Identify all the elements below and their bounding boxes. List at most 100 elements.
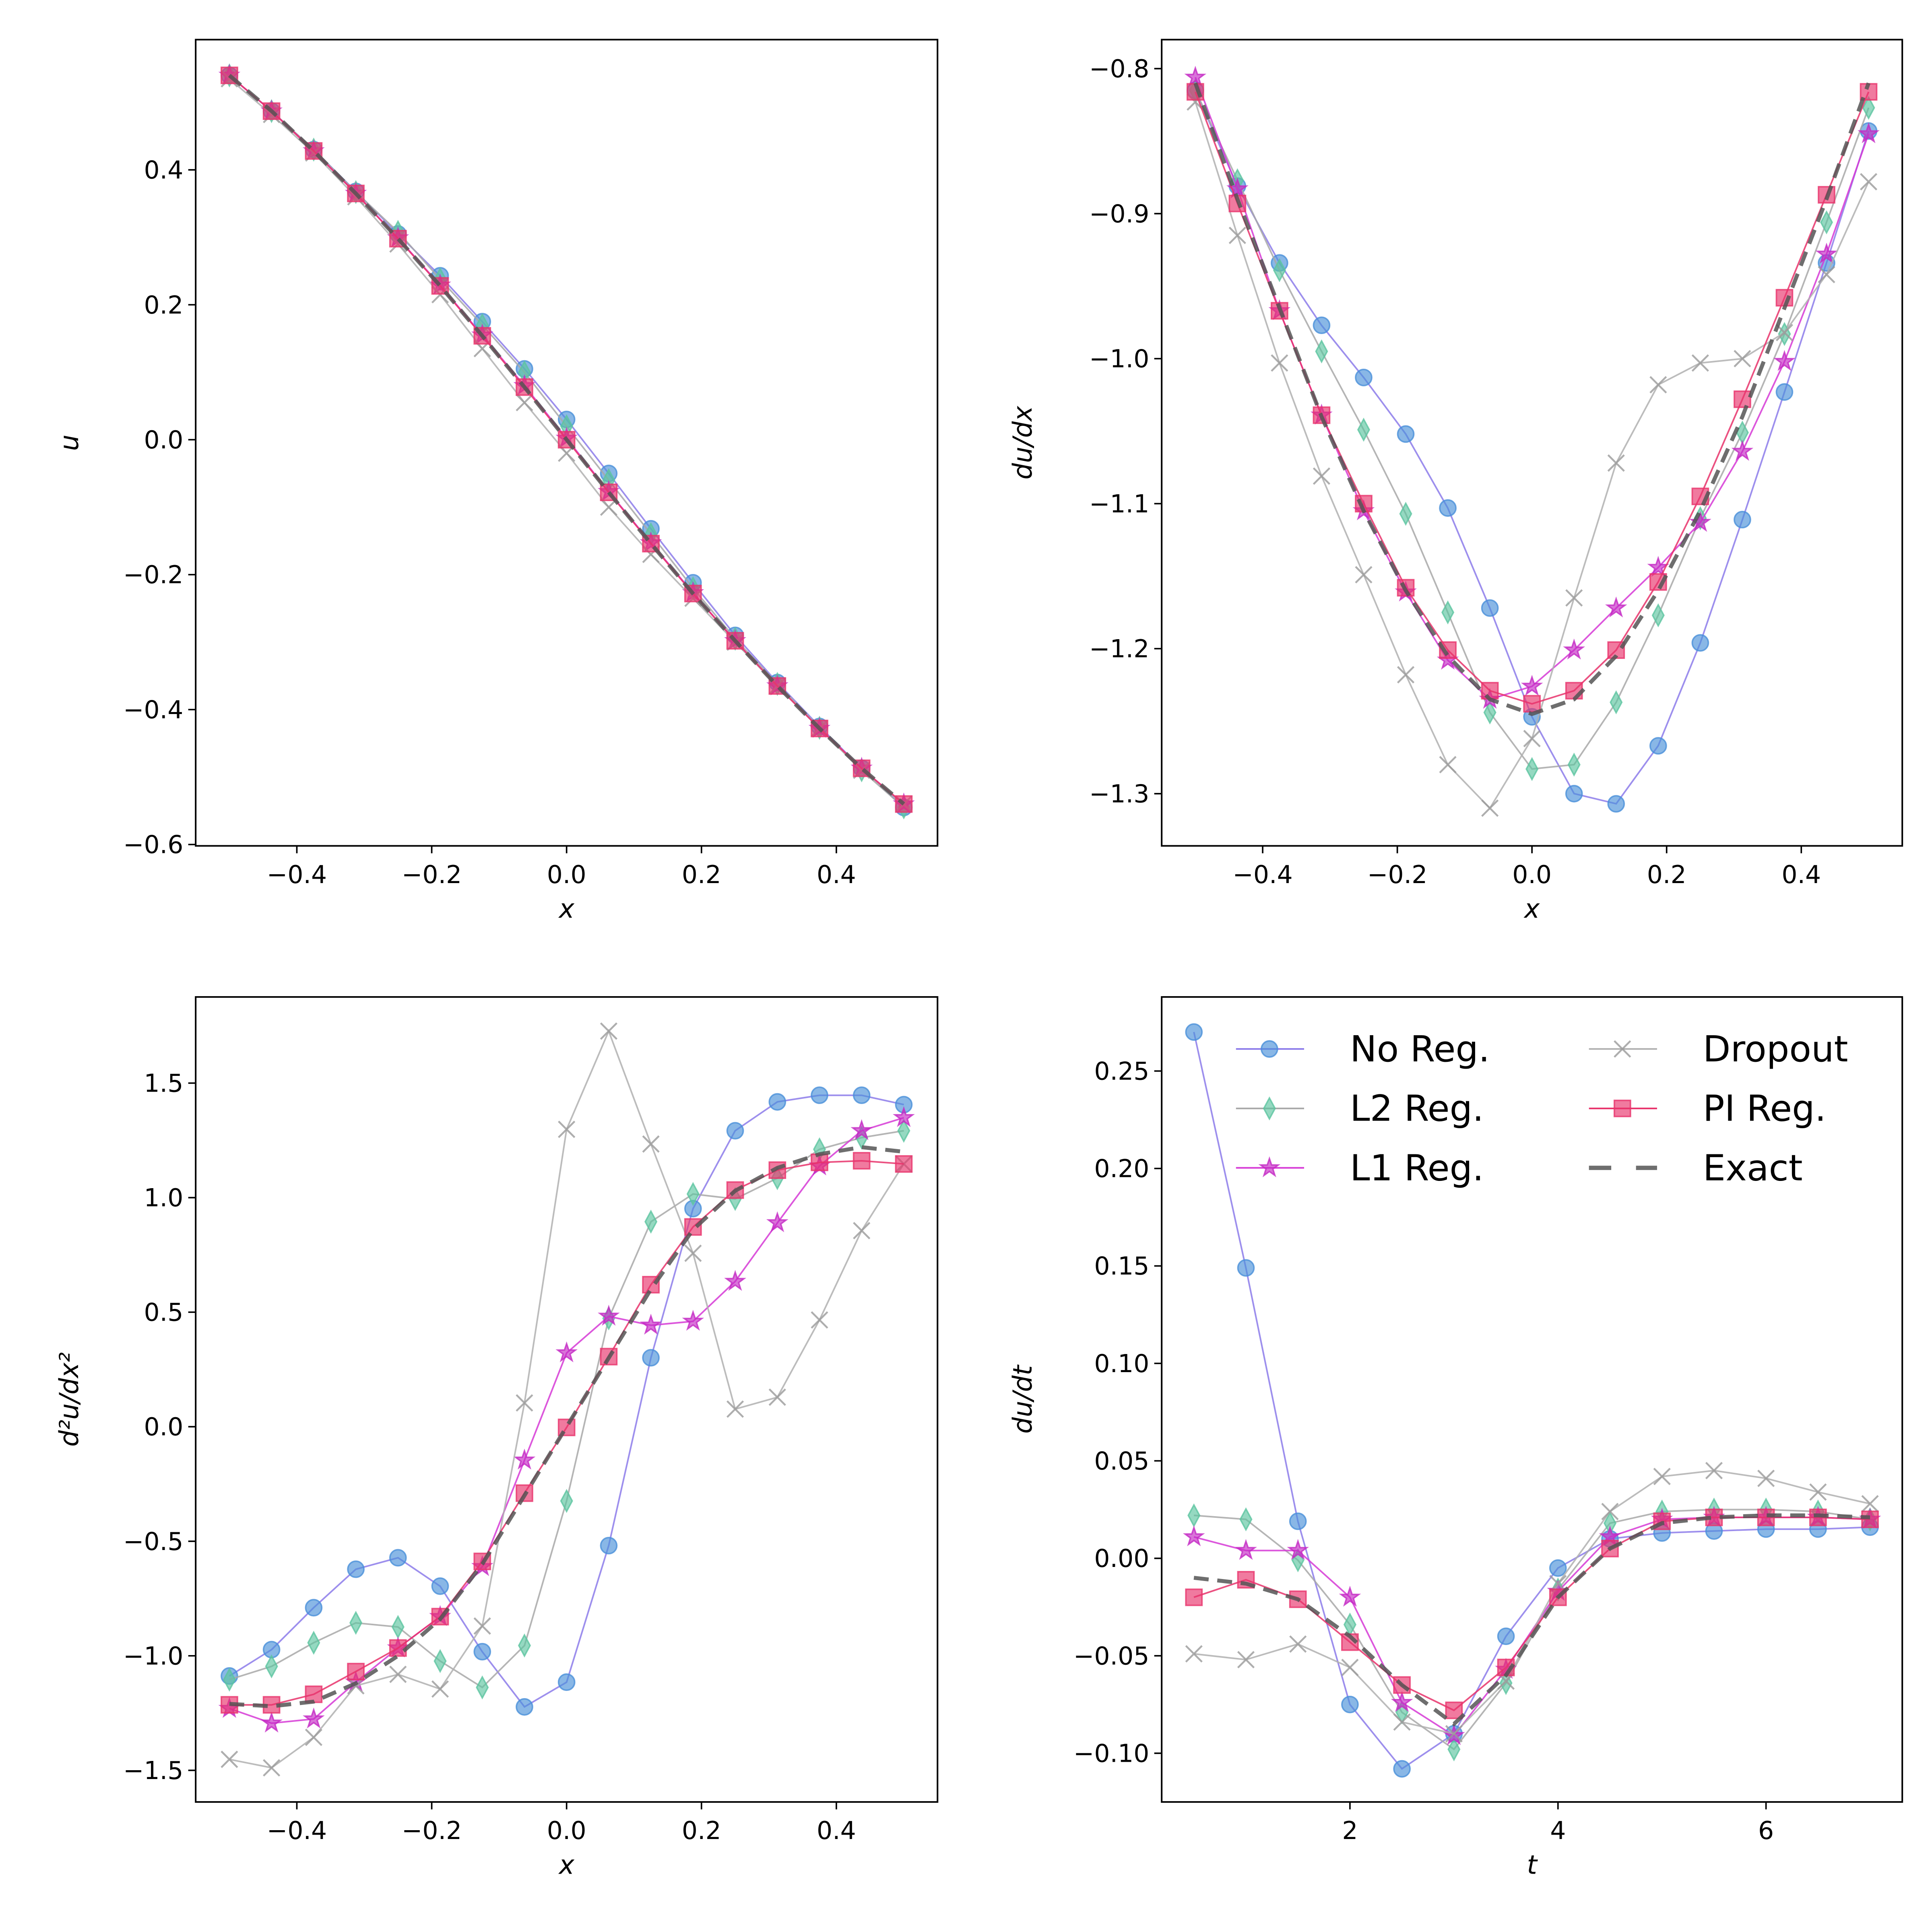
y-tick-label: 0.4 bbox=[144, 156, 184, 185]
data-point bbox=[1447, 1737, 1461, 1762]
data-point bbox=[893, 1106, 915, 1127]
data-point bbox=[1734, 390, 1751, 408]
x-axis-label: x bbox=[558, 894, 575, 924]
data-point bbox=[516, 394, 533, 411]
data-point bbox=[684, 1245, 702, 1262]
y-tick-label: 0.00 bbox=[1094, 1544, 1149, 1573]
data-point bbox=[1185, 1645, 1203, 1663]
data-point bbox=[1355, 369, 1373, 386]
plot-area bbox=[218, 63, 915, 819]
legend-label: Exact bbox=[1703, 1147, 1803, 1189]
data-point bbox=[1235, 1539, 1257, 1560]
data-point bbox=[1237, 1259, 1255, 1277]
data-point bbox=[1397, 666, 1415, 684]
legend-marker bbox=[1261, 1040, 1278, 1058]
series-l1-reg bbox=[1184, 66, 1880, 709]
data-point bbox=[1731, 440, 1754, 461]
data-point bbox=[347, 1677, 365, 1695]
y-tick-label: 0.2 bbox=[144, 291, 184, 320]
data-point bbox=[1237, 1651, 1255, 1669]
data-point bbox=[1481, 799, 1499, 817]
legend-label: PI Reg. bbox=[1703, 1088, 1826, 1130]
y-tick-label: 0.10 bbox=[1094, 1349, 1149, 1378]
legend-marker bbox=[1258, 1156, 1281, 1177]
data-point bbox=[726, 1122, 744, 1140]
data-point bbox=[1357, 417, 1371, 442]
y-tick-label: 1.5 bbox=[144, 1069, 184, 1098]
y-tick-label: 0.20 bbox=[1094, 1154, 1149, 1183]
data-point bbox=[555, 1341, 578, 1362]
data-point bbox=[726, 1400, 744, 1418]
series-line bbox=[229, 1094, 904, 1708]
y-tick-label: 1.0 bbox=[144, 1183, 184, 1212]
data-point bbox=[1610, 690, 1623, 714]
series-line bbox=[1193, 1032, 1870, 1770]
data-point bbox=[263, 1759, 281, 1777]
data-point bbox=[1183, 1525, 1205, 1546]
data-point bbox=[1393, 1760, 1411, 1778]
data-point bbox=[1397, 425, 1415, 443]
data-point bbox=[473, 1643, 491, 1661]
series-line bbox=[1194, 77, 1870, 700]
data-point bbox=[598, 1305, 620, 1326]
data-point bbox=[305, 1599, 323, 1617]
plot-area bbox=[1184, 66, 1880, 817]
legend-entry: Dropout bbox=[1589, 1028, 1848, 1070]
series-line bbox=[1195, 90, 1870, 770]
series-line bbox=[229, 1029, 905, 1769]
data-point bbox=[686, 1182, 700, 1206]
data-point bbox=[768, 1093, 786, 1111]
y-tick-label: 0.05 bbox=[1094, 1447, 1149, 1476]
data-point bbox=[1809, 1509, 1827, 1526]
y-axis-label: u bbox=[54, 435, 85, 451]
x-tick-label: −0.4 bbox=[1232, 860, 1292, 889]
legend-entry: Exact bbox=[1589, 1147, 1803, 1189]
data-point bbox=[852, 1152, 871, 1170]
x-tick-label: −0.4 bbox=[267, 860, 327, 889]
data-point bbox=[642, 1135, 660, 1153]
x-tick-label: 0.0 bbox=[1512, 860, 1552, 889]
data-point bbox=[1691, 354, 1709, 372]
data-point bbox=[811, 1086, 828, 1104]
data-point bbox=[1549, 1559, 1567, 1577]
data-point bbox=[1313, 467, 1331, 485]
series-no-reg bbox=[1185, 1023, 1879, 1778]
data-point bbox=[811, 1154, 828, 1171]
data-point bbox=[768, 1388, 786, 1406]
data-point bbox=[1861, 1510, 1879, 1528]
x-tick-label: 0.4 bbox=[817, 1816, 856, 1845]
data-point bbox=[642, 1349, 660, 1367]
series-exact bbox=[1193, 82, 1871, 716]
data-point bbox=[391, 1615, 405, 1639]
series-l2-reg bbox=[223, 1119, 910, 1700]
y-tick-label: −1.0 bbox=[123, 1641, 183, 1670]
x-tick-label: −0.2 bbox=[402, 1816, 462, 1845]
panel-3: −0.4 −0.2 0.0 0.2 0.4 1.5 1.0 0.5 0.0 −0.5 −1.0 −1.… bbox=[54, 996, 939, 1880]
x-tick-label: 6 bbox=[1758, 1816, 1774, 1845]
data-point bbox=[1757, 1470, 1775, 1487]
data-point bbox=[1393, 1713, 1411, 1731]
y-tick-label: −1.5 bbox=[123, 1756, 183, 1785]
data-point bbox=[600, 1022, 618, 1040]
y-tick-label: 0.25 bbox=[1094, 1057, 1149, 1086]
data-point bbox=[1647, 556, 1670, 577]
data-point bbox=[1818, 266, 1835, 283]
data-point bbox=[347, 1663, 365, 1680]
data-point bbox=[1445, 1725, 1463, 1743]
legend-label: Dropout bbox=[1703, 1028, 1848, 1070]
data-point bbox=[221, 1750, 238, 1768]
x-tick-label: 0.0 bbox=[547, 860, 586, 889]
data-point bbox=[1565, 784, 1583, 803]
x-tick-label: 2 bbox=[1342, 1816, 1358, 1845]
x-tick-label: 0.4 bbox=[817, 860, 856, 889]
data-point bbox=[303, 1707, 325, 1729]
y-tick-label: −1.2 bbox=[1089, 634, 1149, 663]
data-point bbox=[682, 1310, 704, 1331]
data-point bbox=[1605, 596, 1627, 618]
data-point bbox=[1483, 700, 1496, 724]
x-axis-label: x bbox=[558, 1850, 575, 1880]
data-point bbox=[223, 1668, 236, 1692]
data-point bbox=[1185, 1588, 1203, 1606]
data-point bbox=[1445, 1701, 1463, 1719]
